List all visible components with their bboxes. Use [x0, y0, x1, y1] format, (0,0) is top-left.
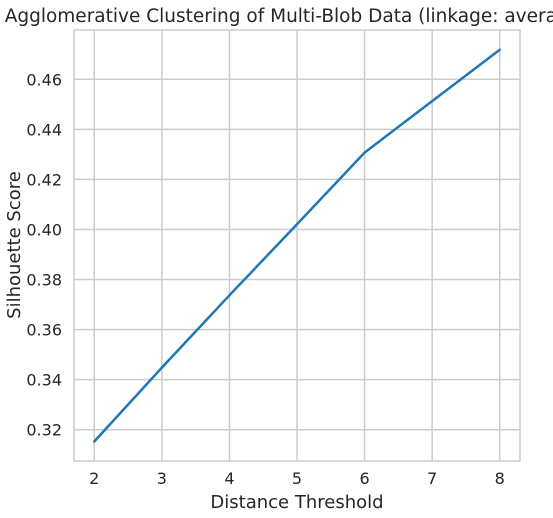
y-tick-label: 0.38 — [26, 271, 62, 290]
chart-title: Agglomerative Clustering of Multi-Blob D… — [5, 6, 553, 27]
series-layer — [93, 48, 501, 443]
grid-lines — [74, 30, 520, 461]
x-tick-label: 4 — [224, 469, 234, 488]
x-tick-label: 3 — [157, 469, 167, 488]
y-tick-label: 0.40 — [26, 220, 62, 239]
x-tick-label: 6 — [359, 469, 369, 488]
plot-frame — [73, 29, 521, 462]
y-tick-label: 0.32 — [26, 421, 62, 440]
y-axis: 0.32 0.34 0.36 0.38 0.40 0.42 0.44 0.46 — [26, 70, 62, 439]
y-tick-label: 0.42 — [26, 170, 62, 189]
y-tick-label: 0.44 — [26, 120, 62, 139]
series-line — [93, 48, 501, 443]
x-axis: 2 3 4 5 6 7 8 — [89, 469, 505, 488]
x-axis-label: Distance Threshold — [210, 492, 383, 513]
y-tick-label: 0.34 — [26, 371, 62, 390]
y-tick-label: 0.46 — [26, 70, 62, 89]
y-axis-label: Silhouette Score — [4, 171, 25, 319]
x-tick-label: 8 — [495, 469, 505, 488]
x-tick-label: 2 — [89, 469, 99, 488]
x-tick-label: 7 — [427, 469, 437, 488]
y-tick-label: 0.36 — [26, 321, 62, 340]
x-tick-label: 5 — [292, 469, 302, 488]
